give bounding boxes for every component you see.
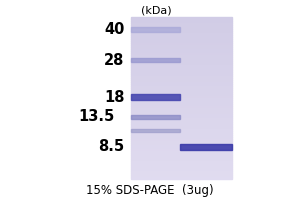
Bar: [130, 149, 232, 151]
Bar: [130, 82, 232, 84]
Bar: [130, 65, 232, 67]
Bar: [130, 104, 232, 106]
Bar: [130, 53, 232, 55]
Bar: [130, 155, 232, 157]
Bar: [130, 35, 232, 37]
Bar: [130, 141, 232, 143]
Bar: [130, 167, 232, 169]
Bar: [130, 39, 232, 41]
Bar: [130, 37, 232, 39]
Bar: [130, 88, 232, 90]
Bar: [130, 131, 232, 133]
Bar: [130, 76, 232, 78]
Bar: [130, 161, 232, 163]
Bar: [130, 25, 232, 27]
Text: 40: 40: [104, 22, 124, 37]
Bar: [130, 159, 232, 161]
Bar: [130, 67, 232, 70]
Text: 13.5: 13.5: [78, 109, 114, 124]
Bar: [130, 23, 232, 25]
Bar: [130, 124, 232, 127]
Bar: [130, 59, 232, 61]
Bar: [130, 177, 232, 179]
Bar: [130, 169, 232, 171]
Bar: [130, 98, 232, 100]
Bar: [130, 133, 232, 135]
Bar: [130, 80, 232, 82]
Bar: [130, 116, 232, 118]
Bar: [130, 43, 232, 45]
Bar: [130, 45, 232, 47]
Bar: [130, 147, 232, 149]
Bar: [130, 21, 232, 23]
Bar: [130, 90, 232, 92]
Bar: [130, 171, 232, 173]
Text: (kDa): (kDa): [141, 6, 171, 16]
Bar: [130, 94, 180, 100]
Bar: [130, 118, 232, 120]
Text: 8.5: 8.5: [98, 139, 124, 154]
Bar: [130, 57, 232, 59]
Bar: [130, 129, 180, 132]
Bar: [130, 19, 232, 21]
Bar: [130, 114, 232, 116]
Bar: [130, 175, 232, 177]
Bar: [130, 70, 232, 72]
Bar: [130, 145, 232, 147]
Bar: [130, 31, 232, 33]
Bar: [130, 51, 232, 53]
Bar: [130, 122, 232, 124]
Bar: [130, 120, 232, 122]
Bar: [130, 55, 232, 57]
Bar: [130, 110, 232, 112]
Bar: [130, 78, 232, 80]
Text: 28: 28: [104, 53, 124, 68]
Bar: [130, 27, 232, 29]
Bar: [130, 63, 232, 65]
Bar: [130, 157, 232, 159]
Bar: [130, 151, 232, 153]
Bar: [130, 106, 232, 108]
Bar: [130, 96, 232, 98]
Bar: [130, 127, 232, 129]
Bar: [130, 61, 232, 63]
Text: 18: 18: [104, 90, 124, 105]
Bar: [130, 29, 232, 31]
Bar: [130, 115, 180, 119]
Bar: [130, 47, 232, 49]
Bar: [130, 112, 232, 114]
Bar: [130, 86, 232, 88]
Bar: [130, 173, 232, 175]
Bar: [130, 139, 232, 141]
Bar: [180, 144, 232, 150]
Bar: [130, 165, 232, 167]
Bar: [130, 94, 232, 96]
Bar: [130, 74, 232, 76]
Bar: [130, 102, 232, 104]
Bar: [130, 41, 232, 43]
Bar: [130, 49, 232, 51]
Bar: [130, 143, 232, 145]
Bar: [130, 84, 232, 86]
Bar: [130, 58, 180, 62]
Bar: [130, 135, 232, 137]
Bar: [130, 17, 232, 19]
Bar: [130, 108, 232, 110]
Bar: [130, 92, 232, 94]
Text: 15% SDS-PAGE  (3ug): 15% SDS-PAGE (3ug): [86, 184, 214, 197]
Bar: [130, 153, 232, 155]
Bar: [130, 137, 232, 139]
Bar: [130, 100, 232, 102]
Bar: [130, 163, 232, 165]
Bar: [130, 27, 180, 32]
Bar: [130, 33, 232, 35]
Bar: [130, 72, 232, 74]
Bar: [130, 129, 232, 131]
